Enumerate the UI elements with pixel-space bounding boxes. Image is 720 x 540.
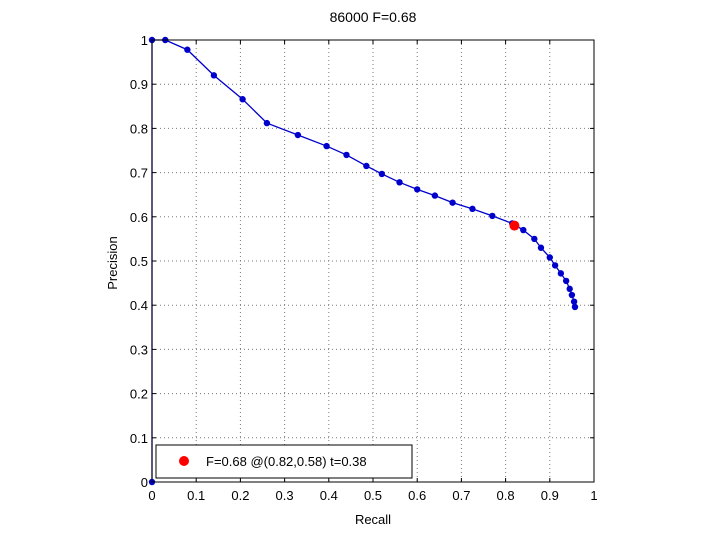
y-tick-label: 0.4 bbox=[130, 298, 148, 313]
data-point bbox=[210, 72, 218, 79]
data-point bbox=[566, 285, 573, 293]
data-point bbox=[414, 186, 421, 193]
x-tick-label: 0.2 bbox=[231, 488, 249, 503]
data-point bbox=[520, 226, 527, 234]
x-tick-label: 0.1 bbox=[187, 488, 205, 503]
y-tick-label: 0.3 bbox=[130, 342, 148, 357]
data-point bbox=[294, 131, 302, 139]
data-point bbox=[431, 192, 439, 199]
x-axis-label: Recall bbox=[355, 512, 391, 527]
data-point bbox=[469, 205, 476, 213]
y-axis-label: Precision bbox=[105, 236, 120, 289]
data-point bbox=[570, 298, 578, 305]
chart-title: 86000 F=0.68 bbox=[330, 9, 417, 25]
y-tick-label: 0.2 bbox=[130, 387, 148, 402]
data-point bbox=[537, 244, 545, 251]
data-point bbox=[396, 179, 403, 186]
data-point bbox=[571, 303, 579, 311]
x-tick-label: 0 bbox=[148, 488, 155, 503]
x-tick-label: 0.4 bbox=[320, 488, 338, 503]
x-tick-label: 0.7 bbox=[452, 488, 470, 503]
legend: F=0.68 @(0.82,0.58) t=0.38 bbox=[155, 444, 413, 479]
x-tick-label: 1 bbox=[590, 488, 597, 503]
y-tick-label: 0 bbox=[141, 475, 148, 490]
series-group bbox=[148, 36, 579, 486]
data-point bbox=[323, 142, 330, 150]
data-point bbox=[239, 96, 246, 103]
y-tick-label: 0.7 bbox=[130, 166, 148, 181]
data-point bbox=[557, 270, 565, 277]
data-point bbox=[562, 277, 570, 285]
x-tick-label: 0.6 bbox=[408, 488, 426, 503]
data-point bbox=[551, 262, 559, 269]
data-point bbox=[378, 170, 386, 178]
x-tick-label: 0.5 bbox=[364, 488, 382, 503]
legend-box bbox=[155, 444, 413, 479]
data-point bbox=[363, 162, 370, 170]
data-point bbox=[263, 119, 271, 127]
y-tick-label: 0.8 bbox=[130, 121, 148, 136]
y-tick-label: 0.9 bbox=[130, 77, 148, 92]
plot-frame bbox=[151, 39, 595, 483]
data-point bbox=[531, 235, 538, 243]
x-tick-label: 0.9 bbox=[541, 488, 559, 503]
y-tick-label: 0.6 bbox=[130, 210, 148, 225]
tick-labels: 0 0.1 0.2 0.3 0.4 0.5 0.6 0.7 0.8 0.9 1 0 0.1 0.2 0.3 0… bbox=[130, 33, 598, 503]
x-tick-label: 0.3 bbox=[276, 488, 294, 503]
legend-text: F=0.68 @(0.82,0.58) t=0.38 bbox=[206, 454, 367, 469]
data-point bbox=[184, 46, 191, 53]
data-point bbox=[449, 199, 456, 206]
legend-marker bbox=[179, 456, 189, 466]
grid-lines bbox=[152, 40, 594, 482]
y-tick-label: 1 bbox=[141, 33, 148, 48]
x-tick-label: 0.8 bbox=[497, 488, 515, 503]
data-point bbox=[343, 151, 350, 159]
best-f-point bbox=[509, 220, 520, 231]
series-line bbox=[151, 39, 576, 482]
y-tick-label: 0.1 bbox=[130, 431, 148, 446]
data-point bbox=[546, 254, 553, 261]
y-tick-label: 0.5 bbox=[130, 254, 148, 269]
data-point bbox=[568, 291, 576, 299]
data-point bbox=[489, 212, 496, 220]
